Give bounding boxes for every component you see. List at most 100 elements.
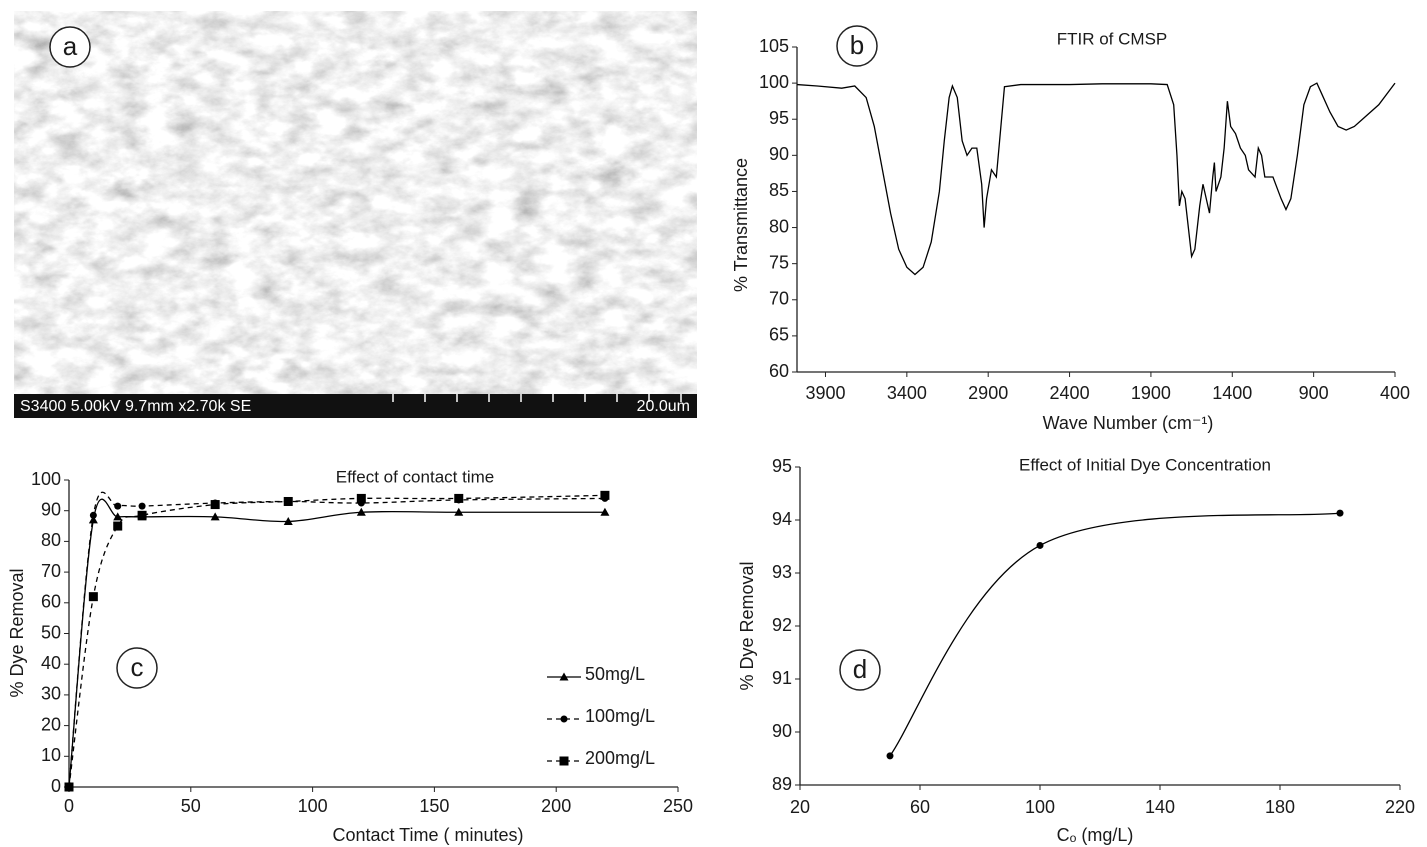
chart-panel: 89 90 91 92 93 94 95 20 60 100 140 180 220 Effect of … (737, 455, 1415, 844)
y-tick-label: 90 (769, 144, 789, 164)
x-tick-label: 20 (790, 797, 810, 817)
chart-panel: 0 10 20 30 40 50 60 70 80 90 100 0 50 100 150 200 250 Eff… (7, 467, 693, 844)
x-tick-label: 140 (1145, 797, 1175, 817)
x-tick-label: 1900 (1131, 383, 1171, 403)
x-tick-label: 0 (64, 796, 74, 816)
data-point (1036, 541, 1044, 549)
x-tick-label: 900 (1299, 383, 1329, 403)
data-line (889, 512, 1341, 757)
x-tick-label: 150 (419, 796, 449, 816)
x-tick-label: 50 (181, 796, 201, 816)
x-axis-label: Contact Time ( minutes) (332, 825, 523, 845)
legend-marker (560, 715, 568, 723)
y-tick-label: 40 (41, 653, 61, 673)
x-tick-label: 60 (910, 797, 930, 817)
sem-info-bar (14, 394, 697, 418)
data-point (356, 493, 366, 503)
data-line (796, 82, 1396, 276)
y-tick-label: 90 (41, 499, 61, 519)
data-point (283, 496, 293, 506)
legend-label: 50mg/L (585, 664, 645, 684)
x-tick-label: 100 (1025, 797, 1055, 817)
legend-label: 200mg/L (585, 748, 655, 768)
y-axis-label: % Transmittance (731, 158, 751, 292)
data-point (113, 521, 123, 531)
data-point (356, 507, 366, 516)
y-tick-label: 80 (41, 530, 61, 550)
sem-image (14, 11, 697, 394)
x-tick-label: 250 (663, 796, 693, 816)
y-tick-label: 89 (772, 774, 792, 794)
panel-label: b (850, 30, 864, 60)
data-point (600, 507, 610, 516)
panel-label: c (131, 652, 144, 682)
y-tick-label: 10 (41, 745, 61, 765)
y-tick-label: 100 (759, 72, 789, 92)
panel-label: a (63, 31, 78, 61)
y-tick-label: 95 (769, 108, 789, 128)
sem-scale-ticks (392, 394, 682, 402)
data-point (454, 507, 464, 516)
y-tick-label: 85 (769, 180, 789, 200)
y-tick-label: 75 (769, 252, 789, 272)
y-tick-label: 50 (41, 622, 61, 642)
panel-label-circle (49, 26, 91, 68)
x-tick-label: 100 (298, 796, 328, 816)
sem-panel: S3400 5.00kV 9.7mm x2.70k SE 20.0um a (14, 11, 697, 418)
data-point (88, 592, 98, 602)
x-tick-label: 3400 (887, 383, 927, 403)
data-point (210, 512, 220, 521)
y-tick-label: 30 (41, 684, 61, 704)
y-axis-label: % Dye Removal (737, 561, 757, 690)
legend-label: 100mg/L (585, 706, 655, 726)
panel-label-circle (116, 647, 158, 689)
y-tick-label: 95 (772, 456, 792, 476)
y-tick-label: 65 (769, 325, 789, 345)
x-tick-label: 2400 (1050, 383, 1090, 403)
data-point (886, 752, 894, 760)
y-axis-label: % Dye Removal (7, 568, 27, 697)
data-point (600, 490, 610, 500)
x-tick-label: 200 (541, 796, 571, 816)
data-point (89, 511, 97, 519)
data-line (68, 498, 605, 788)
y-tick-label: 60 (41, 592, 61, 612)
y-tick-label: 70 (769, 289, 789, 309)
data-point (138, 502, 146, 510)
x-tick-label: 400 (1380, 383, 1410, 403)
panel-label: d (853, 654, 867, 684)
y-tick-label: 94 (772, 509, 792, 529)
y-tick-label: 100 (31, 469, 61, 489)
x-tick-label: 1400 (1212, 383, 1252, 403)
y-tick-label: 60 (769, 361, 789, 381)
sem-caption: S3400 5.00kV 9.7mm x2.70k SE (20, 398, 251, 415)
y-tick-label: 92 (772, 615, 792, 635)
data-point (454, 493, 464, 503)
y-tick-label: 93 (772, 562, 792, 582)
chart-title: Effect of Initial Dye Concentration (1019, 455, 1271, 474)
panel-label-circle (836, 25, 878, 67)
y-tick-label: 70 (41, 561, 61, 581)
data-point (283, 516, 293, 525)
y-tick-label: 80 (769, 216, 789, 236)
panel-label-circle (839, 649, 881, 691)
data-line (68, 491, 605, 788)
data-point (114, 502, 122, 510)
data-point (113, 512, 123, 521)
legend-marker (559, 672, 569, 681)
legend-marker (559, 756, 569, 766)
x-tick-label: 3900 (805, 383, 845, 403)
chart-panel: 60 65 70 75 80 85 90 95 100 105 3900 3400 2900 2400 19… (731, 25, 1410, 433)
chart-title: Effect of contact time (336, 467, 494, 486)
x-tick-label: 2900 (968, 383, 1008, 403)
data-line (68, 494, 605, 788)
data-point (1336, 509, 1344, 517)
sem-scale-label: 20.0um (637, 398, 690, 415)
x-axis-label: Wave Number (cm⁻¹) (1043, 413, 1214, 433)
data-point (64, 782, 74, 792)
x-tick-label: 180 (1265, 797, 1295, 817)
x-axis-label: Cₒ (mg/L) (1057, 825, 1134, 845)
data-point (210, 500, 220, 510)
x-tick-label: 220 (1385, 797, 1415, 817)
